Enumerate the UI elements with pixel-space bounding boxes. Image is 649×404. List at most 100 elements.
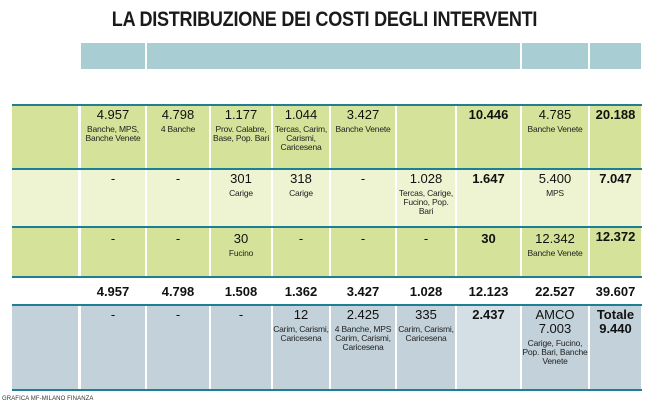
- cell-note: Carige: [289, 188, 313, 198]
- table-cell: 2.425 4 Banche, MPS Carim, Carismi, Caric…: [331, 306, 395, 389]
- cell-value: 22.527: [535, 284, 575, 299]
- table-cell: AMCO 7.003 Carige, Fucino, Pop. Bari, Ban…: [522, 306, 588, 389]
- table-cell: 30 Fucino: [211, 228, 271, 276]
- row-total-value: 39.607: [595, 284, 636, 299]
- row-total-cell: Totale 9.440: [590, 306, 641, 389]
- table-cell: 4.957: [81, 278, 145, 304]
- table-cell: -: [331, 170, 395, 226]
- cell-value: 30: [481, 231, 496, 246]
- row-divider: [12, 276, 642, 278]
- group-header-banche: [147, 43, 520, 69]
- table-bottom-rule: [12, 389, 642, 391]
- table-cell: -: [397, 228, 455, 276]
- cell-value: AMCO 7.003: [535, 307, 575, 336]
- table-cell: 3.427: [331, 278, 395, 304]
- cell-note: Carige: [229, 188, 253, 198]
- table-cell: 12 Carim, Carismi, Caricesena: [273, 306, 329, 389]
- table-cell: [397, 106, 455, 168]
- row-label: [12, 170, 78, 226]
- table-cell: 3.427 Banche Venete: [331, 106, 395, 168]
- cell-value: -: [110, 307, 116, 322]
- table-cell: 2.437: [457, 306, 520, 389]
- cell-note: Tercas, Carim, Carismi, Caricesena: [275, 124, 327, 152]
- cell-value: -: [175, 231, 181, 246]
- cell-value: -: [110, 231, 116, 246]
- table-cell: 1.647: [457, 170, 520, 226]
- table-cell: 1.362: [273, 278, 329, 304]
- cell-value: -: [298, 231, 304, 246]
- cell-value: 4.798: [161, 284, 195, 299]
- cell-value: 335: [415, 307, 437, 322]
- cell-note: Carim, Carismi, Caricesena: [398, 324, 454, 343]
- footer-credit: GRAFICA MF-MILANO FINANZA: [2, 396, 94, 402]
- table-cell: 335 Carim, Carismi, Caricesena: [397, 306, 455, 389]
- table-cell: -: [211, 306, 271, 389]
- row-total-cell: 39.607: [590, 278, 641, 304]
- cell-value: 4.798: [161, 107, 195, 122]
- group-header-stato: [522, 43, 588, 69]
- table-cell: 22.527: [522, 278, 588, 304]
- column-header: [330, 70, 396, 104]
- cell-value: 12.123: [468, 284, 509, 299]
- column-header: [210, 70, 272, 104]
- group-header-azionisti: [81, 43, 145, 69]
- row-total-value: 12.372: [595, 229, 636, 244]
- row-label: [12, 228, 78, 276]
- table-cell: -: [331, 228, 395, 276]
- table-cell: 301 Carige: [211, 170, 271, 226]
- cell-note: 4 Banche: [160, 124, 196, 134]
- column-header: [396, 70, 456, 104]
- cell-value: 1.044: [284, 107, 318, 122]
- row-total-cell: 12.372: [590, 228, 641, 276]
- cell-value: 4.785: [538, 107, 572, 122]
- cell-value: 30: [233, 231, 249, 246]
- cell-note: 4 Banche, MPS Carim, Carismi, Caricesena: [334, 324, 392, 352]
- cell-value: 1.508: [224, 284, 258, 299]
- cell-value: 1.028: [409, 171, 443, 186]
- cell-value: -: [175, 171, 181, 186]
- cell-note: Banche Venete: [527, 248, 583, 258]
- row-total-value: 7.047: [599, 171, 632, 186]
- column-header: [456, 70, 521, 104]
- table-cell: 10.446: [457, 106, 520, 168]
- column-header: [521, 70, 589, 104]
- cell-note: Banche Venete: [335, 124, 391, 134]
- table-cell: 4.957 Banche, MPS, Banche Venete: [81, 106, 145, 168]
- group-header-totale: [590, 43, 641, 69]
- cell-value: 1.647: [472, 171, 505, 186]
- page-title: LA DISTRIBUZIONE DEI COSTI DEGLI INTERVE…: [111, 8, 538, 31]
- table-cell: 1.044 Tercas, Carim, Carismi, Caricesena: [273, 106, 329, 168]
- cell-value: 301: [230, 171, 252, 186]
- cell-value: 1.028: [409, 284, 443, 299]
- row-total-cell: 7.047: [590, 170, 641, 226]
- table-cell: 1.028: [397, 278, 455, 304]
- table-cell: -: [81, 306, 145, 389]
- table-cell: -: [81, 228, 145, 276]
- table-cell: 5.400 MPS: [522, 170, 588, 226]
- row-total-value: 20.188: [595, 107, 636, 122]
- table-cell: -: [273, 228, 329, 276]
- row-total-cell: 20.188: [590, 106, 641, 168]
- row-divider: [12, 226, 642, 228]
- cell-note: Carim, Carismi, Caricesena: [273, 324, 329, 343]
- column-header: [80, 70, 146, 104]
- table-cell: 4.798: [147, 278, 209, 304]
- cell-value: 1.362: [284, 284, 318, 299]
- cell-value: -: [360, 171, 366, 186]
- cell-value: -: [360, 231, 366, 246]
- cell-value: 2.425: [346, 307, 380, 322]
- cell-value: 318: [290, 171, 312, 186]
- cell-note: Fucino: [228, 248, 254, 258]
- cell-value: 3.427: [346, 107, 380, 122]
- cell-value: 12.342: [535, 231, 575, 246]
- row-label: [12, 306, 78, 389]
- table-cell: 1.028 Tercas, Carige, Fucino, Pop. Bari: [397, 170, 455, 226]
- cell-value: 4.957: [96, 107, 130, 122]
- cost-distribution-table: 4.957 Banche, MPS, Banche Venete 4.798 4 Ba…: [12, 43, 642, 391]
- cell-value: 5.400: [538, 171, 572, 186]
- table-cell: 12.342 Banche Venete: [522, 228, 588, 276]
- row-label: [12, 278, 78, 304]
- row-divider: [12, 104, 642, 106]
- table-cell: 318 Carige: [273, 170, 329, 226]
- table-cell: 1.508: [211, 278, 271, 304]
